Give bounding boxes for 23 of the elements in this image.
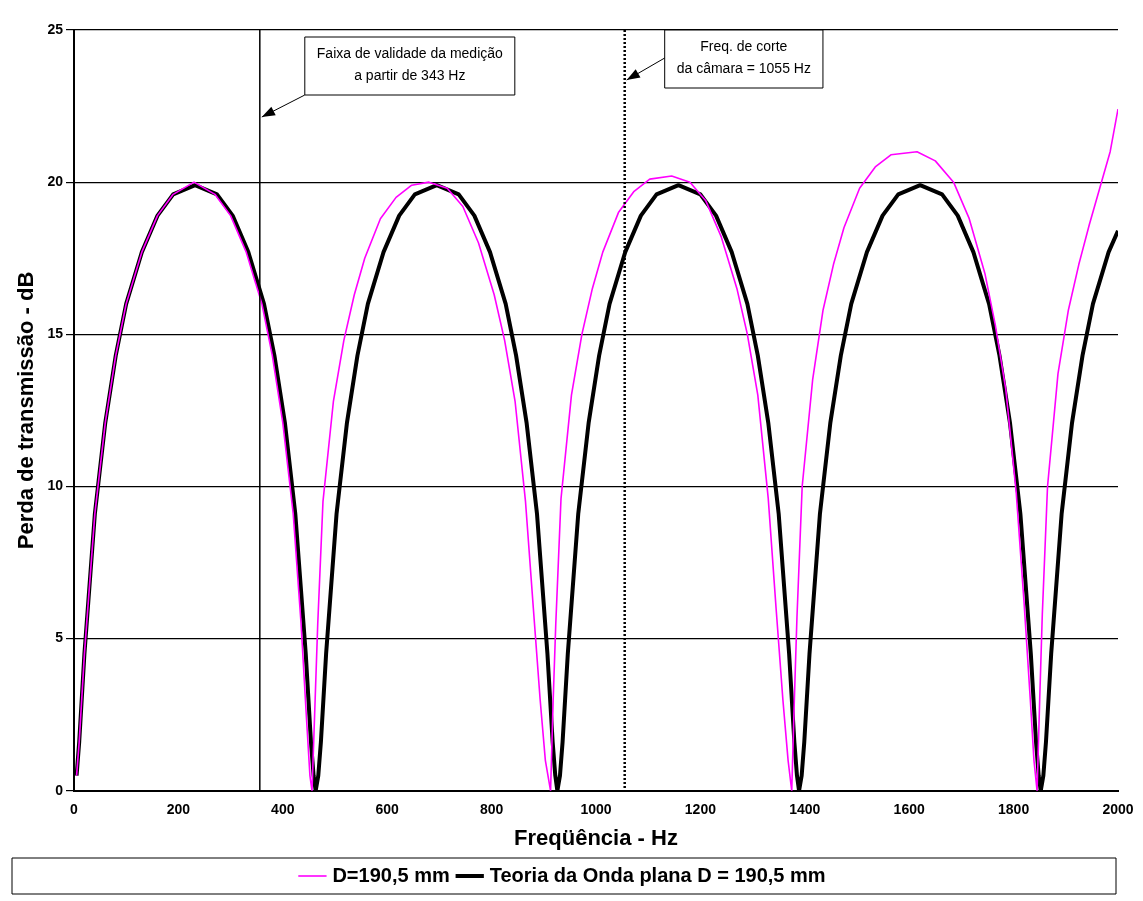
x-tick-label: 1200 [684, 801, 717, 818]
x-tick-label: 200 [166, 801, 191, 818]
y-tick-label: 5 [55, 629, 64, 646]
x-tick-label: 1800 [998, 801, 1030, 818]
x-tick-label: 600 [375, 801, 400, 818]
y-tick-label: 25 [47, 20, 64, 37]
x-tick-label: 400 [271, 801, 295, 818]
y-tick-label: 15 [47, 325, 64, 342]
x-tick-label: 1400 [789, 801, 821, 818]
y-tick-label: 0 [55, 781, 64, 798]
x-tick-label: 0 [70, 801, 79, 818]
x-tick-label: 1600 [893, 801, 925, 818]
x-tick-label: 1000 [580, 801, 612, 818]
ref-line-label: Freq. de corte da câmara = 1055 Hz [676, 37, 811, 76]
y-tick-label: 10 [47, 477, 64, 494]
legend-label: D=190,5 mm [332, 863, 450, 886]
y-axis-title: Perda de transmissão - dB [13, 271, 39, 550]
ref-line-label: Faixa de validade da medição a partir de 343 Hz [316, 44, 504, 83]
x-tick-label: 800 [479, 801, 504, 818]
x-axis-title: Freqüência - Hz [514, 824, 678, 850]
legend-label: Teoria da Onda plana D = 190,5 mm [489, 863, 826, 886]
x-tick-label: 2000 [1102, 801, 1134, 818]
y-tick-label: 20 [47, 173, 64, 190]
